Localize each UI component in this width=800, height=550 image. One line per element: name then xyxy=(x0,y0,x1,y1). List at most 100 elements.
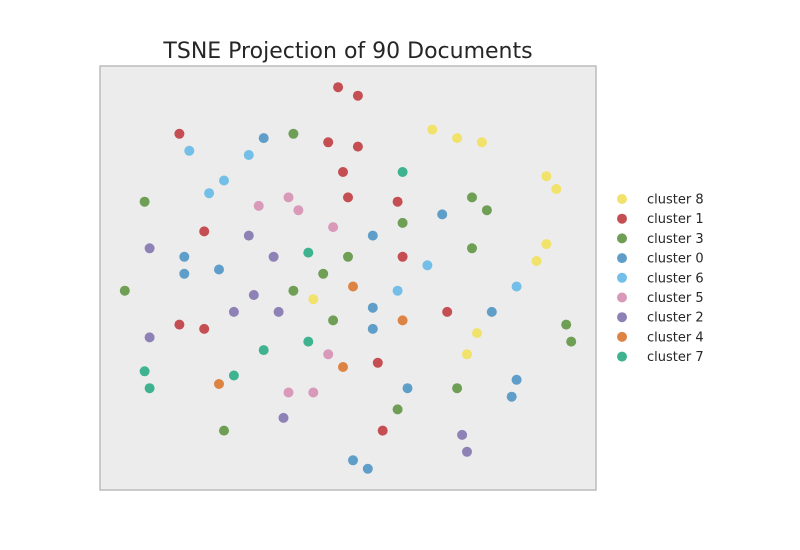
data-point xyxy=(511,281,522,292)
legend-item: cluster 3 xyxy=(617,232,704,247)
data-point xyxy=(144,332,155,343)
legend-label: cluster 2 xyxy=(647,311,704,326)
data-point xyxy=(243,150,254,160)
data-point xyxy=(333,82,344,93)
data-point xyxy=(392,285,403,296)
chart-title: TSNE Projection of 90 Documents xyxy=(162,39,532,64)
data-point xyxy=(338,167,348,177)
data-point xyxy=(541,239,552,250)
data-point xyxy=(214,264,224,275)
data-point xyxy=(348,281,358,292)
legend-item: cluster 1 xyxy=(617,212,704,227)
legend-item: cluster 5 xyxy=(617,291,704,306)
legend-label: cluster 7 xyxy=(647,350,704,365)
data-point xyxy=(362,463,373,474)
data-point xyxy=(476,137,487,148)
data-point xyxy=(248,290,259,300)
data-point xyxy=(367,302,378,313)
data-point xyxy=(352,141,363,152)
legend-item: cluster 7 xyxy=(617,350,704,365)
legend-marker xyxy=(617,292,627,303)
data-point xyxy=(283,387,294,398)
data-point xyxy=(278,412,289,423)
legend-marker xyxy=(617,253,627,264)
data-point xyxy=(214,379,224,389)
data-point xyxy=(308,387,319,398)
data-point xyxy=(283,192,294,203)
legend-marker xyxy=(617,331,627,342)
legend-item: cluster 6 xyxy=(617,271,704,286)
series-cluster-7 xyxy=(139,167,408,394)
data-point xyxy=(144,243,155,254)
data-point xyxy=(219,425,229,436)
data-point xyxy=(397,251,408,262)
data-point xyxy=(397,217,408,228)
legend-label: cluster 5 xyxy=(647,291,704,306)
data-point xyxy=(119,285,130,296)
data-point xyxy=(506,391,517,402)
legend-label: cluster 0 xyxy=(647,252,704,267)
data-point xyxy=(258,345,269,356)
data-point xyxy=(372,357,383,368)
data-point xyxy=(323,349,334,360)
data-point xyxy=(253,200,264,211)
data-point xyxy=(486,306,497,317)
legend-item: cluster 0 xyxy=(617,252,704,267)
data-point xyxy=(139,196,150,207)
legend-label: cluster 6 xyxy=(647,271,704,286)
data-point xyxy=(397,167,408,177)
data-point xyxy=(199,226,210,237)
data-point xyxy=(462,446,472,457)
data-point xyxy=(303,336,314,347)
data-point xyxy=(457,429,468,440)
legend-marker xyxy=(617,351,627,362)
series-cluster-8 xyxy=(308,124,562,360)
legend-label: cluster 1 xyxy=(647,212,704,227)
series-cluster-3 xyxy=(119,128,577,436)
legend-item: cluster 2 xyxy=(617,311,704,326)
series-cluster-6 xyxy=(184,145,522,296)
data-point xyxy=(452,383,463,394)
data-point xyxy=(288,128,299,139)
series-cluster-1 xyxy=(174,82,453,436)
data-point xyxy=(343,251,353,262)
data-point xyxy=(348,455,358,466)
data-point xyxy=(551,184,562,194)
data-point xyxy=(303,247,314,258)
data-point xyxy=(174,128,185,139)
legend-marker xyxy=(617,194,627,204)
data-point xyxy=(462,349,472,360)
data-point xyxy=(318,268,329,279)
points-layer xyxy=(119,82,577,474)
data-point xyxy=(179,268,190,279)
data-point xyxy=(308,294,319,305)
series-cluster-0 xyxy=(179,133,522,474)
data-point xyxy=(467,243,477,254)
data-point xyxy=(288,285,299,296)
data-point xyxy=(352,90,363,101)
data-point xyxy=(437,209,448,220)
data-point xyxy=(541,171,552,182)
series-cluster-4 xyxy=(214,281,408,389)
legend-label: cluster 8 xyxy=(647,193,704,208)
data-point xyxy=(243,230,254,241)
data-point xyxy=(199,323,210,334)
data-point xyxy=(204,188,215,199)
data-point xyxy=(511,374,522,385)
data-point xyxy=(367,230,378,241)
data-point xyxy=(139,366,150,377)
data-point xyxy=(328,315,339,326)
plot-area xyxy=(99,65,597,491)
legend-marker xyxy=(617,213,627,224)
legend-label: cluster 4 xyxy=(647,330,704,345)
data-point xyxy=(338,362,348,372)
data-point xyxy=(427,124,438,135)
data-point xyxy=(392,196,403,207)
legend-marker xyxy=(617,233,627,244)
data-point xyxy=(273,306,284,317)
data-point xyxy=(481,205,492,216)
data-point xyxy=(472,328,482,339)
data-point xyxy=(452,133,463,144)
data-point xyxy=(258,133,269,144)
